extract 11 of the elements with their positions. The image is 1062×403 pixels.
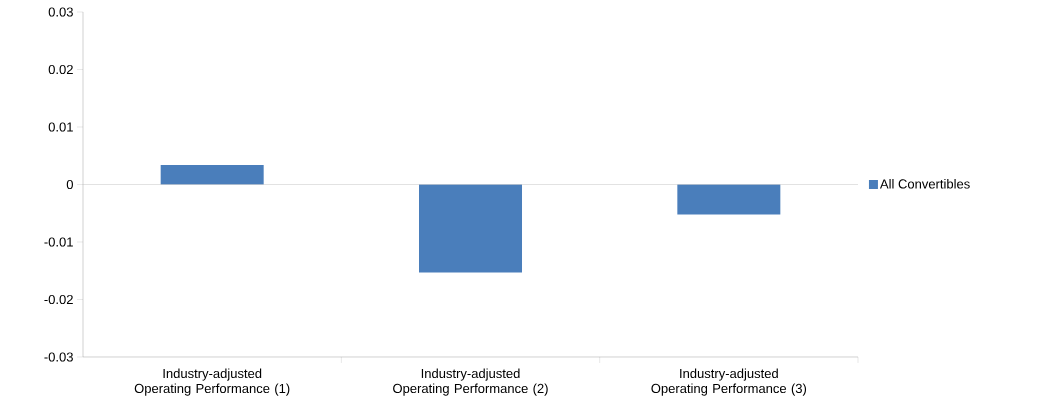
y-tick-label: 0.01 — [48, 122, 73, 132]
y-tick-label: 0.03 — [48, 7, 73, 17]
y-tick-label: 0 — [66, 179, 73, 190]
y-tick-label: 0.02 — [48, 64, 73, 75]
x-tick-label: Industry-adjusted Operating Performance (1) — [134, 368, 290, 396]
legend-label: All Convertibles — [879, 179, 970, 189]
y-tick-label: -0.03 — [44, 352, 73, 362]
y-tick-label: -0.02 — [44, 294, 73, 305]
x-tick-label: Industry-adjusted Operating Performance (2) — [393, 368, 548, 396]
x-tick-label: Industry-adjusted Operating Performance (3) — [651, 368, 807, 396]
y-tick-label: -0.01 — [44, 237, 73, 247]
